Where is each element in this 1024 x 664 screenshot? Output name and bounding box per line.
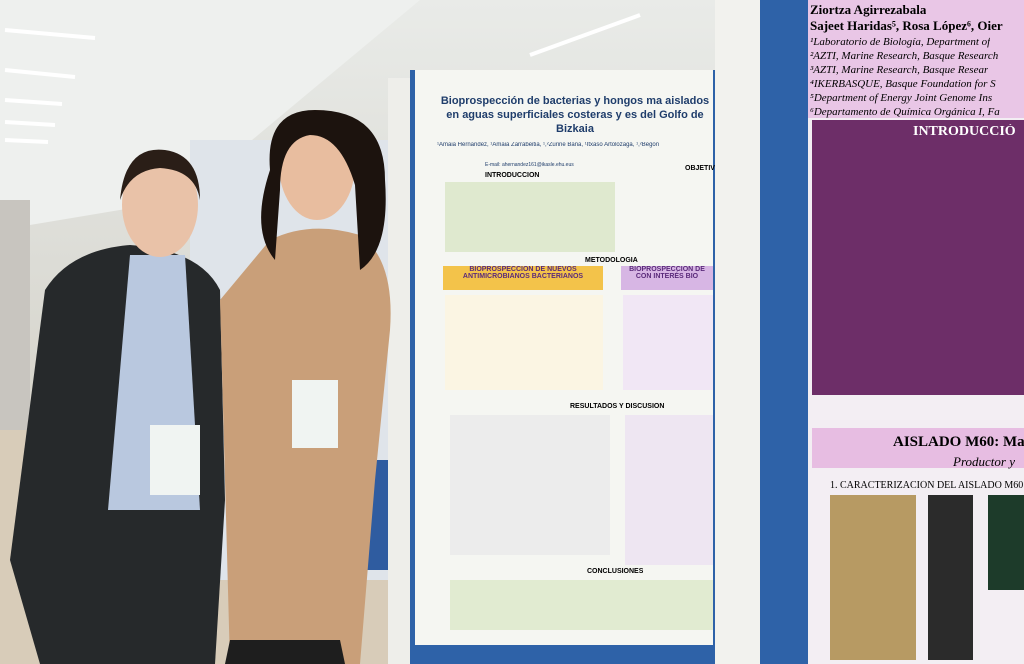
author-line: Ziortza Agirrezabala <box>810 2 927 17</box>
subsection: 1. CARACTERIZACIÓN DEL AISLADO M60 <box>830 480 1024 491</box>
section-heading: AISLADO M60: Ma <box>893 434 1024 450</box>
header-band <box>808 0 1024 118</box>
author-line: Sajeet Haridas⁵, Rosa López⁶, Oier <box>810 18 1003 33</box>
board-post <box>715 0 760 664</box>
conclusions-box <box>450 580 713 630</box>
plate-photo <box>928 495 973 660</box>
ceiling-lights <box>4 13 641 144</box>
section-heading: INTRODUCCIÓ <box>913 124 1016 139</box>
culture-photo <box>830 495 916 660</box>
plate-photo <box>988 495 1024 590</box>
affiliation: ²AZTI, Marine Research, Basque Research <box>810 50 999 62</box>
affiliation: ⁶Departamento de Química Orgánica I, Fa <box>810 106 1000 118</box>
poster-email: E-mail: ahernandez161@ikasle.ehu.eus <box>485 162 574 168</box>
affiliation: ⁴IKERBASQUE, Basque Foundation for S <box>810 78 996 90</box>
poster-title: Bioprospección de bacterias y hongos ma … <box>440 95 710 135</box>
ceiling <box>0 0 420 230</box>
affiliation: ⁵Department of Energy Joint Genome Ins <box>810 92 993 104</box>
right-poster: Ziortza Agirrezabala Sajeet Haridas⁵, Ro… <box>808 0 1024 664</box>
section-heading: INTRODUCCIÓN <box>485 172 540 179</box>
results-figure <box>625 415 713 565</box>
panel-heading: BIOPROSPECCIÓN DE NUEVOS ANTIMICROBIANOS… <box>443 266 603 290</box>
section-heading: CONCLUSIONES <box>587 568 644 575</box>
left-poster: Bioprospección de bacterias y hongos ma … <box>415 70 715 645</box>
section-band <box>812 428 1024 468</box>
affiliation: ¹Laboratorio de Biología, Department of <box>810 36 991 48</box>
section-heading: METODOLOGÍA <box>585 257 638 264</box>
poster-authors: ¹Amaia Hernandez, ¹Amaia Zarrabeitia, ¹,… <box>437 142 660 148</box>
results-figure <box>450 415 610 555</box>
intro-panel <box>812 120 1024 395</box>
panel-heading: BIOPROSPECCIÓN DE CON INTERÉS BIO <box>621 266 713 290</box>
method-figure <box>623 295 713 390</box>
section-heading: RESULTADOS Y DISCUSIÓN <box>570 403 665 410</box>
board-post <box>388 78 412 664</box>
subtitle: Productor y <box>953 454 1015 469</box>
person-left <box>10 149 225 664</box>
method-figure <box>445 295 603 390</box>
bystander <box>0 200 30 430</box>
section-heading: OBJETIV <box>685 165 715 172</box>
intro-box <box>445 182 615 252</box>
affiliation: ³AZTI, Marine Research, Basque Resear <box>810 64 989 76</box>
person-right <box>220 110 391 664</box>
